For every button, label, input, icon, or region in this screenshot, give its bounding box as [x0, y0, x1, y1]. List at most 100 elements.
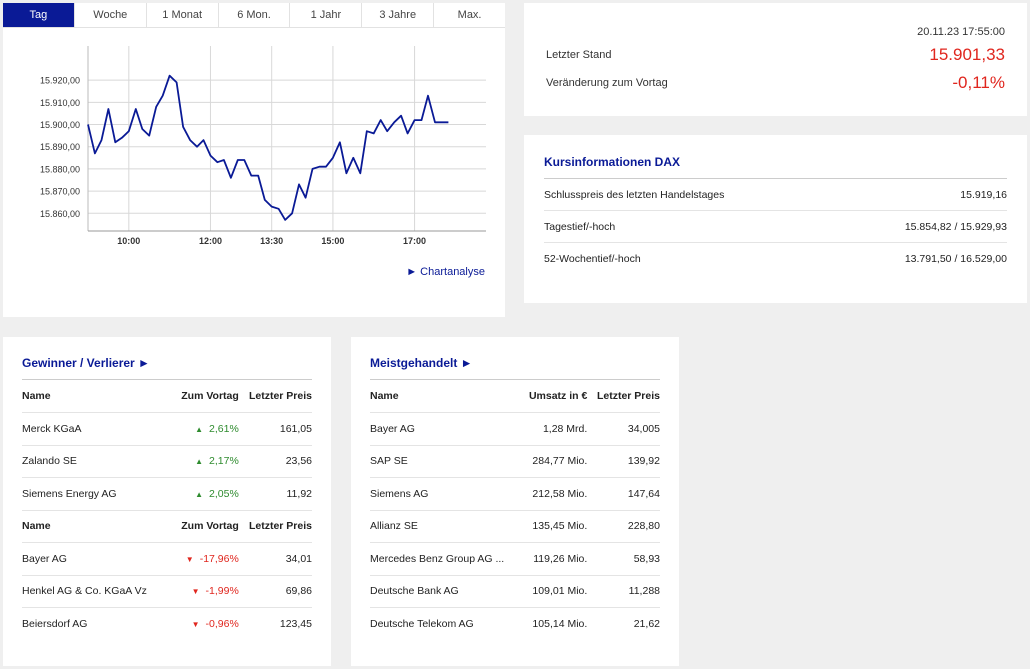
last-price: 58,93 [587, 542, 660, 576]
info-value: 15.919,16 [960, 188, 1007, 201]
stock-name[interactable]: Deutsche Telekom AG [370, 618, 474, 630]
change-percent: 2,17% [209, 455, 239, 468]
table-row[interactable]: SAP SE 284,77 Mio. 139,92 [370, 445, 660, 478]
table-row[interactable]: Zalando SE ▲ 2,17% 23,56 [22, 445, 312, 478]
tab-1-jahr[interactable]: 1 Jahr [290, 3, 363, 27]
table-header-row: Name Zum Vortag Letzter Preis [22, 510, 312, 543]
last-price: 123,45 [279, 618, 312, 630]
last-price: 21,62 [633, 618, 660, 630]
table-row[interactable]: Siemens AG 212,58 Mio. 147,64 [370, 477, 660, 511]
column-header-name: Name [22, 380, 172, 413]
stock-name[interactable]: Siemens Energy AG [22, 477, 172, 511]
y-tick-label: 15.900,00 [40, 120, 80, 130]
last-price: 69,86 [238, 575, 312, 608]
tab-3-jahre[interactable]: 3 Jahre [362, 3, 435, 27]
stock-name[interactable]: Beiersdorf AG [22, 618, 88, 630]
table-row[interactable]: Beiersdorf AG ▼ -0,96% 123,45 [22, 608, 312, 641]
change-percent: 2,05% [209, 487, 239, 500]
stock-name[interactable]: Bayer AG [370, 412, 520, 446]
tab-max[interactable]: Max. [457, 9, 482, 21]
stock-name[interactable]: Siemens AG [370, 477, 520, 511]
volume: 212,58 Mio. [520, 477, 588, 511]
last-price: 147,64 [587, 477, 660, 511]
gainers-losers-title-link[interactable]: Gewinner / Verlierer ► [22, 337, 312, 380]
tab-6-mon[interactable]: 6 Mon. [219, 3, 291, 27]
last-price-value: 15.901,33 [929, 45, 1005, 64]
triangle-up-icon: ▲ [195, 489, 204, 499]
y-tick-label: 15.920,00 [40, 76, 80, 86]
price-info-panel: Kursinformationen DAX Schlusspreis des l… [524, 135, 1027, 303]
change-percent: -17,96% [199, 552, 239, 565]
x-tick-label: 13:30 [260, 236, 283, 246]
column-header-price: Letzter Preis [238, 510, 312, 543]
change-cell: ▼ -0,96% [172, 608, 239, 641]
info-label: Schlusspreis des letzten Handelstages [544, 188, 725, 201]
y-tick-label: 15.880,00 [40, 164, 80, 174]
last-price: 34,01 [238, 542, 312, 576]
column-header-name: Name [370, 380, 520, 413]
table-row[interactable]: Bayer AG 1,28 Mrd. 34,005 [370, 412, 660, 446]
last-price: 228,80 [587, 510, 660, 543]
x-tick-label: 17:00 [403, 236, 426, 246]
stock-name[interactable]: Merck KGaA [22, 412, 172, 446]
stock-name[interactable]: Mercedes Benz Group AG ... [370, 542, 520, 576]
change-cell: ▼ -1,99% [172, 575, 239, 608]
info-label: Tagestief/-hoch [544, 220, 616, 233]
most-traded-table: Name Umsatz in € Letzter Preis Bayer AG 1,28… [370, 380, 660, 640]
stock-name[interactable]: SAP SE [370, 445, 520, 478]
x-tick-label: 10:00 [117, 236, 140, 246]
gainers-losers-panel: Gewinner / Verlierer ► Name Zum Vortag Let… [3, 337, 331, 666]
table-row[interactable]: Merck KGaA ▲ 2,61% 161,05 [22, 412, 312, 446]
chartanalyse-link[interactable]: ► Chartanalyse [406, 266, 485, 278]
table-row[interactable]: Bayer AG ▼ -17,96% 34,01 [22, 542, 312, 576]
table-row[interactable]: Allianz SE 135,45 Mio. 228,80 [370, 510, 660, 543]
stock-name[interactable]: Bayer AG [22, 542, 172, 576]
info-label: 52-Wochentief/-hoch [544, 253, 641, 265]
tab-woche[interactable]: Woche [75, 3, 147, 27]
info-row: Schlusspreis des letzten Handelstages 15.… [544, 179, 1007, 211]
change-percent: 2,61% [209, 422, 239, 435]
column-header-volume: Umsatz in € [520, 380, 588, 413]
change-cell: ▼ -17,96% [172, 542, 239, 576]
tab-tag[interactable]: Tag [3, 3, 75, 27]
last-price: 139,92 [587, 445, 660, 478]
table-row[interactable]: Deutsche Bank AG 109,01 Mio. 11,288 [370, 575, 660, 608]
stock-name[interactable]: Deutsche Bank AG [370, 575, 520, 608]
table-row[interactable]: Deutsche Telekom AG 105,14 Mio. 21,62 [370, 608, 660, 641]
price-info-title: Kursinformationen DAX [544, 135, 1007, 179]
intraday-line-chart: 15.920,00 15.910,00 15.900,00 15.890,00 15.8… [40, 46, 486, 246]
volume: 105,14 Mio. [532, 618, 588, 630]
info-value: 15.854,82 / 15.929,93 [904, 220, 1007, 233]
change-percent: -0,96% [205, 618, 239, 630]
table-row[interactable]: Siemens Energy AG ▲ 2,05% 11,92 [22, 477, 312, 511]
change-cell: ▲ 2,05% [172, 477, 239, 511]
quote-panel: 20.11.23 17:55:00 Letzter Stand 15.901,3… [524, 3, 1027, 116]
change-label: Veränderung zum Vortag [546, 77, 668, 89]
last-price: 11,92 [238, 477, 312, 511]
tab-1-monat[interactable]: 1 Monat [147, 3, 219, 27]
y-tick-label: 15.890,00 [40, 142, 80, 152]
most-traded-title-link[interactable]: Meistgehandelt ► [370, 337, 660, 380]
change-percent: -1,99% [205, 585, 239, 598]
volume: 135,45 Mio. [520, 510, 588, 543]
most-traded-panel: Meistgehandelt ► Name Umsatz in € Letzter … [351, 337, 679, 666]
stock-name[interactable]: Allianz SE [370, 510, 520, 543]
dax-series-line [87, 74, 449, 221]
info-row: Tagestief/-hoch 15.854,82 / 15.929,93 [544, 211, 1007, 243]
table-row[interactable]: Henkel AG & Co. KGaA Vz ▼ -1,99% 69,86 [22, 575, 312, 608]
stock-name[interactable]: Zalando SE [22, 445, 172, 478]
info-row: 52-Wochentief/-hoch 13.791,50 / 16.529,00 [544, 243, 1007, 275]
last-price-label: Letzter Stand [546, 49, 612, 61]
chart-panel: Tag Woche 1 Monat 6 Mon. 1 Jahr 3 Jahre Max. 1… [3, 3, 505, 317]
column-header-price: Letzter Preis [238, 380, 312, 413]
stock-name[interactable]: Henkel AG & Co. KGaA Vz [22, 575, 172, 608]
last-price: 161,05 [238, 412, 312, 446]
info-value: 13.791,50 / 16.529,00 [904, 253, 1007, 265]
change-cell: ▲ 2,61% [172, 412, 239, 446]
triangle-up-icon: ▲ [195, 424, 204, 434]
triangle-down-icon: ▼ [191, 587, 200, 597]
volume: 284,77 Mio. [520, 445, 588, 478]
table-row[interactable]: Mercedes Benz Group AG ... 119,26 Mio. 58,… [370, 542, 660, 576]
y-tick-label: 15.870,00 [40, 187, 80, 197]
column-header-change: Zum Vortag [172, 380, 239, 413]
